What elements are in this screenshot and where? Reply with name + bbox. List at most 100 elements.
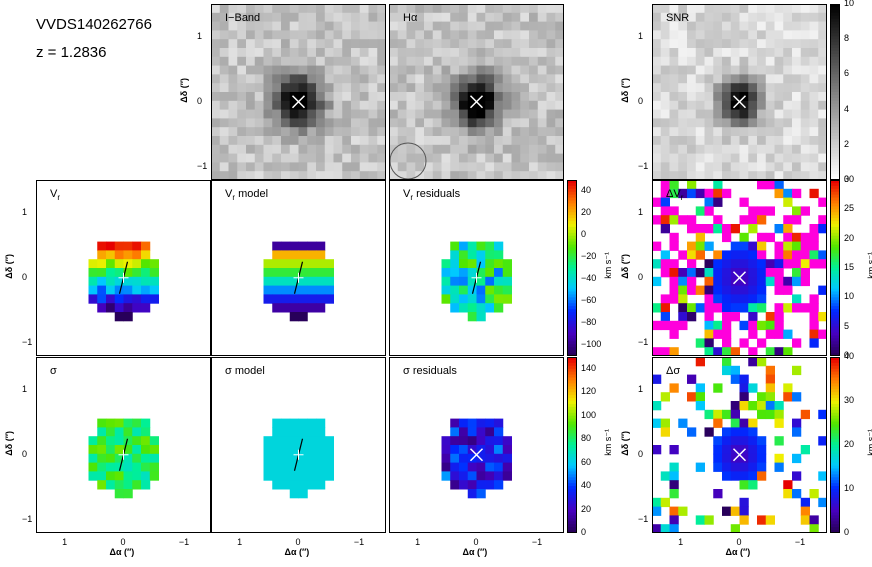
map-pixel [281, 39, 291, 49]
map-pixel [678, 268, 688, 278]
map-pixel [114, 418, 124, 428]
colorbar-segment [830, 53, 840, 58]
map-pixel [263, 453, 273, 464]
map-pixel [800, 65, 810, 75]
colorbar-segment [567, 224, 577, 228]
map-pixel [765, 401, 775, 411]
map-pixel [123, 471, 133, 481]
map-pixel [228, 162, 238, 172]
map-pixel [502, 127, 512, 137]
map-pixel [263, 462, 273, 472]
colorbar-segment [830, 80, 840, 84]
map-pixel [669, 471, 679, 481]
map-pixel [774, 144, 784, 155]
map-pixel [660, 153, 670, 163]
map-pixel [652, 276, 662, 287]
colorbar-tick-label: 20 [581, 207, 592, 217]
map-pixel [281, 480, 291, 490]
map-pixel [219, 171, 229, 180]
map-pixel [537, 171, 547, 180]
map-pixel [722, 427, 732, 437]
map-pixel [377, 153, 386, 163]
map-pixel [739, 471, 749, 481]
colorbar-segment [567, 377, 577, 382]
map-pixel [441, 4, 451, 14]
map-pixel [97, 294, 107, 304]
map-pixel [359, 92, 369, 102]
map-pixel [774, 347, 784, 356]
map-pixel [520, 136, 530, 146]
map-pixel [704, 320, 714, 331]
colorbar-segment [830, 171, 840, 175]
map-pixel [502, 48, 512, 58]
map-pixel [792, 188, 802, 199]
map-pixel [774, 224, 784, 234]
map-pixel [359, 153, 369, 163]
map-pixel [783, 56, 793, 67]
map-pixel [237, 30, 247, 40]
panel-title-main: V [50, 188, 58, 200]
map-pixel [415, 21, 425, 31]
y-tick-label: 1 [638, 383, 644, 394]
map-pixel [555, 144, 564, 155]
map-pixel [441, 83, 451, 93]
colorbar-segment [830, 524, 840, 528]
map-pixel [678, 74, 688, 84]
map-pixel [459, 453, 469, 464]
map-pixel [289, 445, 299, 455]
map-pixel [450, 162, 460, 172]
map-pixel [281, 83, 291, 93]
map-pixel [406, 48, 416, 58]
map-pixel [704, 312, 714, 322]
map-pixel [467, 294, 477, 304]
colorbar-segment [567, 450, 577, 455]
map-pixel [132, 436, 142, 446]
colorbar-segment [567, 338, 577, 342]
map-pixel [687, 74, 697, 84]
map-pixel [298, 312, 308, 322]
map-pixel [476, 127, 486, 137]
map-pixel [459, 118, 469, 128]
map-pixel [502, 12, 512, 23]
map-pixel [739, 462, 749, 472]
map-pixel [97, 303, 107, 313]
map-pixel [333, 100, 343, 111]
map-pixel [739, 12, 749, 23]
map-pixel [555, 30, 564, 40]
map-pixel [476, 118, 486, 128]
colorbar-segment [567, 256, 577, 260]
map-pixel [713, 92, 723, 102]
map-pixel [695, 515, 705, 525]
map-pixel [459, 250, 469, 260]
map-pixel [713, 39, 723, 49]
map-pixel [818, 21, 827, 31]
map-pixel [219, 65, 229, 75]
map-pixel [450, 12, 460, 23]
map-pixel [316, 276, 326, 287]
colorbar-tick-label: 4 [844, 103, 850, 114]
map-pixel [494, 144, 504, 155]
map-pixel [748, 83, 758, 93]
map-pixel [748, 241, 758, 251]
map-pixel [219, 56, 229, 67]
map-pixel [97, 259, 107, 269]
map-pixel [476, 65, 486, 75]
colorbar-segment [830, 392, 840, 396]
map-pixel [792, 365, 802, 376]
map-pixel [765, 12, 775, 23]
map-pixel [704, 74, 714, 84]
colorbar-segment [830, 121, 840, 125]
map-pixel [450, 259, 460, 269]
map-pixel [669, 30, 679, 40]
colorbar-segment [567, 503, 577, 508]
map-pixel [652, 418, 662, 428]
map-pixel [307, 136, 317, 146]
colorbar-segment [567, 445, 577, 449]
colorbar-segment [830, 18, 840, 23]
map-pixel [511, 65, 521, 75]
map-pixel [281, 65, 291, 75]
map-pixel [485, 285, 495, 295]
map-pixel [97, 436, 107, 446]
map-pixel [669, 56, 679, 67]
colorbar-segment [567, 188, 577, 193]
